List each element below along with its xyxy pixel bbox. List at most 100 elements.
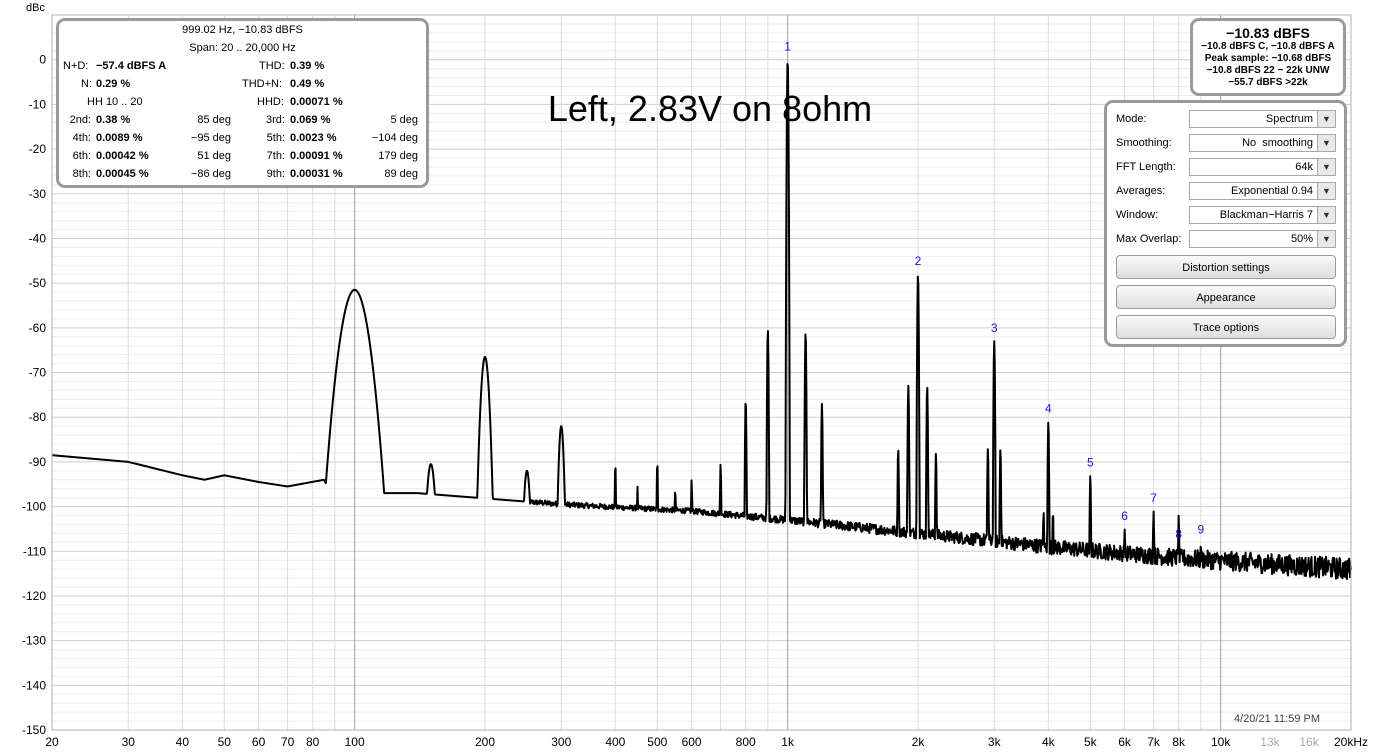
- distortion-settings-button[interactable]: Distortion settings: [1116, 255, 1336, 279]
- harmonic-phase: −104 deg: [371, 132, 418, 144]
- harmonic-marker-label: 4: [1045, 402, 1052, 416]
- harmonic-marker-label: 5: [1087, 455, 1094, 469]
- y-tick-label: -130: [22, 634, 46, 648]
- x-tick-label: 70: [281, 735, 295, 749]
- trace-layer: [51, 62, 1352, 580]
- dist-row-n-thdn: N: 0.29 % THD+N: 0.49 %: [59, 78, 426, 96]
- overlap-value: 50%: [1290, 233, 1313, 245]
- y-tick-label: -20: [29, 142, 47, 156]
- y-tick-label: -90: [29, 455, 47, 469]
- window-row: Window: Blackman−Harris 7 ▼: [1116, 206, 1338, 226]
- fft-length-row: FFT Length: 64k ▼: [1116, 158, 1338, 178]
- nd-label: N+D:: [63, 60, 89, 72]
- y-tick-label: -10: [29, 97, 47, 111]
- y-tick-label: -30: [29, 187, 47, 201]
- harmonic-marker-label: 9: [1197, 522, 1204, 536]
- thd-value: 0.39 %: [290, 60, 325, 72]
- fft-length-value: 64k: [1295, 161, 1313, 173]
- x-tick-label: 30: [122, 735, 136, 749]
- harmonic-value: 0.0023 %: [290, 132, 337, 144]
- n-value: 0.29 %: [96, 78, 131, 90]
- harmonic-phase: 85 deg: [197, 114, 231, 126]
- y-tick-label: -100: [22, 500, 46, 514]
- x-tick-label: 3k: [988, 735, 1002, 749]
- harmonic-marker-label: 6: [1121, 509, 1128, 523]
- harmonic-row: 4th: 0.0089 % −95 deg 5th: 0.0023 % −104 deg: [59, 132, 426, 150]
- y-tick-label: -150: [22, 723, 46, 737]
- harmonic-label: 6th:: [72, 150, 91, 162]
- level-readout-panel: −10.83 dBFS −10.8 dBFS C, −10.8 dBFS A P…: [1190, 18, 1346, 96]
- x-tick-label: 2k: [912, 735, 926, 749]
- distortion-stats-panel: 999.02 Hz, −10.83 dBFS Span: 20 .. 20,00…: [56, 18, 429, 188]
- chevron-down-icon: ▼: [1317, 183, 1335, 199]
- harmonic-row: 2nd: 0.38 % 85 deg 3rd: 0.069 % 5 deg: [59, 114, 426, 132]
- harmonic-label: 7th:: [266, 150, 285, 162]
- mode-label: Mode:: [1116, 113, 1147, 125]
- mode-value: Spectrum: [1265, 113, 1313, 125]
- mode-select[interactable]: Spectrum ▼: [1189, 110, 1336, 128]
- x-tick-label: 100: [345, 735, 365, 749]
- hhd-value: 0.00071 %: [290, 96, 343, 108]
- x-tick-label: 20kHz: [1334, 735, 1368, 749]
- marker-layer: 1 2 3 4 5 6 7 8 9: [784, 40, 1204, 541]
- harmonic-label: 9th:: [266, 168, 285, 180]
- chevron-down-icon: ▼: [1317, 231, 1335, 247]
- dist-row-nd-thd: N+D: −57.4 dBFS A THD: 0.39 %: [59, 60, 426, 78]
- x-tick-label: 4k: [1042, 735, 1056, 749]
- x-tick-label: 5k: [1084, 735, 1098, 749]
- x-tick-label: 50: [218, 735, 232, 749]
- harmonic-label: 5th:: [266, 132, 285, 144]
- y-tick-label: 0: [39, 53, 46, 67]
- trace-options-button[interactable]: Trace options: [1116, 315, 1336, 339]
- chart-title: Left, 2.83V on 8ohm: [548, 88, 872, 129]
- level-main: −10.83 dBFS: [1226, 25, 1310, 41]
- harmonic-value: 0.00045 %: [96, 168, 149, 180]
- harmonic-marker-label: 1: [784, 40, 791, 54]
- x-tick-label: 7k: [1147, 735, 1161, 749]
- x-tick-label: 200: [475, 735, 495, 749]
- fft-length-label: FFT Length:: [1116, 161, 1176, 173]
- harmonic-label: 3rd:: [266, 114, 285, 126]
- averages-row: Averages: Exponential 0.94 ▼: [1116, 182, 1338, 202]
- y-tick-label: -110: [23, 544, 46, 558]
- averages-label: Averages:: [1116, 185, 1166, 197]
- window-select[interactable]: Blackman−Harris 7 ▼: [1189, 206, 1336, 224]
- axis-layer: 0 -10 -20 -30 -40 -50 -60 -70 -80 -90 -100 -110 -120…: [22, 53, 1368, 749]
- x-tick-label: 800: [736, 735, 756, 749]
- y-axis-label: dBc: [26, 2, 45, 14]
- smoothing-select[interactable]: No smoothing ▼: [1189, 134, 1336, 152]
- settings-panel: Mode: Spectrum ▼ Smoothing: No smoothing…: [1104, 100, 1347, 347]
- harmonic-phase: −86 deg: [190, 168, 231, 180]
- x-tick-label: 1k: [781, 735, 795, 749]
- dist-row-hh: HH 10 .. 20 HHD: 0.00071 %: [59, 96, 426, 114]
- thdn-label: THD+N:: [242, 78, 283, 90]
- y-tick-label: -140: [22, 678, 46, 692]
- chevron-down-icon: ▼: [1317, 159, 1335, 175]
- harmonic-marker-label: 2: [915, 254, 922, 268]
- overlap-select[interactable]: 50% ▼: [1189, 230, 1336, 248]
- x-tick-label: 60: [252, 735, 266, 749]
- level-line-3: −10.8 dBFS 22 − 22k UNW: [1206, 65, 1330, 76]
- harmonic-phase: 89 deg: [384, 168, 418, 180]
- harmonic-label: 4th:: [72, 132, 91, 144]
- x-tick-label: 300: [551, 735, 571, 749]
- smoothing-row: Smoothing: No smoothing ▼: [1116, 134, 1338, 154]
- y-tick-label: -80: [29, 410, 47, 424]
- spectrum-trace: [51, 62, 1352, 580]
- x-tick-label: 80: [306, 735, 320, 749]
- x-tick-label: 400: [605, 735, 625, 749]
- averages-select[interactable]: Exponential 0.94 ▼: [1189, 182, 1336, 200]
- appearance-button[interactable]: Appearance: [1116, 285, 1336, 309]
- x-tick-label: 20: [45, 735, 59, 749]
- mode-row: Mode: Spectrum ▼: [1116, 110, 1338, 130]
- y-tick-label: -60: [29, 321, 47, 335]
- harmonic-label: 8th:: [72, 168, 91, 180]
- overlap-label: Max Overlap:: [1116, 233, 1182, 245]
- hhd-label: HHD:: [257, 96, 284, 108]
- fft-length-select[interactable]: 64k ▼: [1189, 158, 1336, 176]
- window-label: Window:: [1116, 209, 1159, 221]
- harmonic-value: 0.38 %: [96, 114, 131, 126]
- x-tick-label: 40: [176, 735, 190, 749]
- level-line-1: −10.8 dBFS C, −10.8 dBFS A: [1201, 41, 1335, 52]
